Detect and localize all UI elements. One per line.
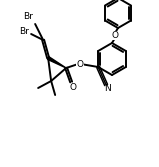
Text: Br: Br bbox=[23, 12, 33, 21]
Text: O: O bbox=[77, 59, 84, 68]
Text: N: N bbox=[104, 84, 111, 93]
Text: Br: Br bbox=[19, 27, 29, 36]
Polygon shape bbox=[47, 57, 66, 68]
Text: O: O bbox=[70, 82, 77, 92]
Text: O: O bbox=[111, 31, 118, 40]
